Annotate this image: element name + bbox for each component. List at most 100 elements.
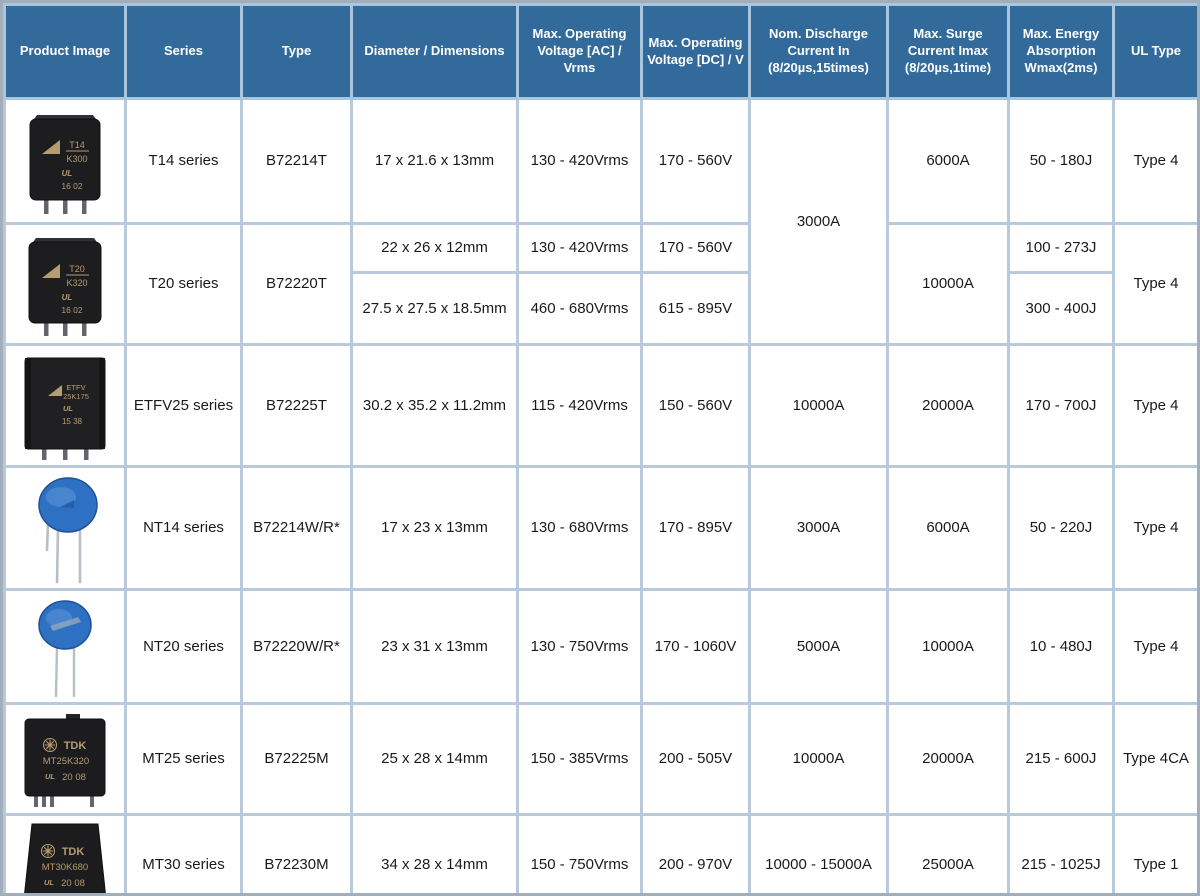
cell-nt20-ul: Type 4 — [1112, 588, 1197, 705]
mt25-product-image: TDK MT25K320 UL 20 08 — [10, 707, 120, 811]
cell-mt25-discharge: 10000A — [748, 702, 889, 816]
row-mt30: TDK MT30K680 UL 20 08 MT30 series B72230… — [3, 813, 1197, 893]
svg-text:MT25K320: MT25K320 — [43, 756, 89, 767]
cell-etfv25-voltage-ac: 115 - 420Vrms — [516, 343, 643, 468]
cell-nt14-image — [3, 465, 127, 591]
cell-t20-type: B72220T — [240, 222, 353, 346]
cell-t20-ul: Type 4 — [1112, 222, 1197, 346]
cell-mt30-voltage-ac: 150 - 750Vrms — [516, 813, 643, 893]
cell-t14-ul: Type 4 — [1112, 97, 1197, 225]
cell-nt20-voltage-ac: 130 - 750Vrms — [516, 588, 643, 705]
svg-text:K300: K300 — [66, 154, 87, 164]
cell-t14-t20-discharge: 3000A — [748, 97, 889, 346]
cell-t14-voltage-dc: 170 - 560V — [640, 97, 751, 225]
cell-nt20-type: B72220W/R* — [240, 588, 353, 705]
cell-nt20-surge: 10000A — [886, 588, 1010, 705]
boxed-varistor-image: T14 K300 UL 16 02 — [29, 115, 101, 214]
svg-text:TDK: TDK — [64, 740, 87, 752]
cell-mt25-dimensions: 25 x 28 x 14mm — [350, 702, 519, 816]
cell-nt20-dimensions: 23 x 31 x 13mm — [350, 588, 519, 705]
epcos-triangle-icon — [48, 385, 62, 396]
ul-mark-icon: UL — [62, 293, 73, 302]
nt14-product-image — [10, 470, 120, 586]
row-mt25: TDK MT25K320 UL 20 08 MT25 series B72225… — [3, 702, 1197, 816]
svg-text:16 02: 16 02 — [61, 305, 83, 315]
tdk-logo-icon — [42, 737, 58, 753]
cell-mt30-surge: 25000A — [886, 813, 1010, 893]
boxed-varistor-image: T20 K320 UL 16 02 — [28, 238, 102, 336]
cell-mt30-image: TDK MT30K680 UL 20 08 — [3, 813, 127, 893]
cell-mt30-dimensions: 34 x 28 x 14mm — [350, 813, 519, 893]
cell-t20v2-dimensions: 27.5 x 27.5 x 18.5mm — [350, 270, 519, 347]
cell-mt25-energy: 215 - 600J — [1007, 702, 1115, 816]
svg-text:T14: T14 — [69, 140, 85, 150]
col-header-series: Series — [124, 3, 243, 100]
row-t20-variant2: 27.5 x 27.5 x 18.5mm 460 - 680Vrms 615 -… — [5, 270, 1198, 347]
svg-text:20 08: 20 08 — [61, 878, 85, 889]
cell-mt25-voltage-dc: 200 - 505V — [640, 702, 751, 816]
cell-etfv25-energy: 170 - 700J — [1007, 343, 1115, 468]
cell-t20v2-voltage-dc: 615 - 895V — [640, 270, 751, 347]
cell-nt14-discharge: 3000A — [748, 465, 889, 591]
cell-t14-series: T14 series — [124, 97, 243, 225]
cell-mt30-energy: 215 - 1025J — [1007, 813, 1115, 893]
cell-mt30-discharge: 10000 - 15000A — [748, 813, 889, 893]
cell-mt30-series: MT30 series — [124, 813, 243, 893]
row-etfv25: ETFV 25K175 UL 15 38 ETFV25 series B7222… — [3, 343, 1197, 468]
boxed-varistor-image: TDK MT30K680 UL 20 08 — [24, 823, 106, 893]
cell-mt25-type: B72225M — [240, 702, 353, 816]
col-header-type: Type — [240, 3, 353, 100]
cell-t20-image: T20 K320 UL 16 02 — [3, 222, 127, 346]
mt30-product-image: TDK MT30K680 UL 20 08 — [10, 818, 120, 893]
cell-nt14-type: B72214W/R* — [240, 465, 353, 591]
cell-nt14-dimensions: 17 x 23 x 13mm — [350, 465, 519, 591]
svg-text:16 02: 16 02 — [61, 181, 83, 191]
cell-t14-image: T14 K300 UL 16 02 — [3, 97, 127, 225]
cell-etfv25-series: ETFV25 series — [124, 343, 243, 468]
col-header-voltage-dc: Max. Operating Voltage [DC] / V — [640, 3, 751, 100]
row-nt14: NT14 series B72214W/R* 17 x 23 x 13mm 13… — [3, 465, 1197, 591]
cell-etfv25-voltage-dc: 150 - 560V — [640, 343, 751, 468]
cell-mt25-ul: Type 4CA — [1112, 702, 1197, 816]
col-header-energy-absorption: Max. Energy Absorption Wmax(2ms) — [1007, 3, 1115, 100]
col-header-product-image: Product Image — [3, 3, 127, 100]
disc-varistor-image — [38, 600, 92, 698]
cell-etfv25-ul: Type 4 — [1112, 343, 1197, 468]
cell-etfv25-image: ETFV 25K175 UL 15 38 — [3, 343, 127, 468]
row-t14: T14 K300 UL 16 02 T14 series B72214T 17 … — [3, 97, 1197, 346]
svg-text:15 38: 15 38 — [62, 417, 83, 426]
tdk-logo-icon — [40, 843, 56, 859]
cell-nt14-energy: 50 - 220J — [1007, 465, 1115, 591]
col-header-surge-current: Max. Surge Current Imax (8/20µs,1time) — [886, 3, 1010, 100]
cell-nt14-series: NT14 series — [124, 465, 243, 591]
svg-text:TDK: TDK — [62, 846, 85, 858]
disc-varistor-image — [38, 477, 98, 584]
cell-mt25-image: TDK MT25K320 UL 20 08 — [3, 702, 127, 816]
cell-t20v1-voltage-ac: 130 - 420Vrms — [516, 222, 643, 274]
cell-nt14-voltage-dc: 170 - 895V — [640, 465, 751, 591]
cell-t20-series: T20 series — [124, 222, 243, 346]
nt20-product-image — [10, 593, 120, 700]
cell-nt14-surge: 6000A — [886, 465, 1010, 591]
col-header-ul-type: UL Type — [1112, 3, 1197, 100]
ul-mark-icon: UL — [62, 169, 73, 178]
cell-nt20-energy: 10 - 480J — [1007, 588, 1115, 705]
svg-text:T20: T20 — [69, 264, 85, 274]
cell-etfv25-dimensions: 30.2 x 35.2 x 11.2mm — [350, 343, 519, 468]
cell-nt14-ul: Type 4 — [1112, 465, 1197, 591]
svg-text:ETFV: ETFV — [66, 383, 85, 392]
cell-nt14-voltage-ac: 130 - 680Vrms — [516, 465, 643, 591]
varistor-product-table: Product Image Series Type Diameter / Dim… — [3, 3, 1198, 893]
cell-t14-energy: 50 - 180J — [1007, 97, 1115, 225]
epcos-triangle-icon — [42, 140, 60, 154]
cell-t14-type: B72214T — [240, 97, 353, 225]
cell-t20-surge: 10000A — [886, 222, 1010, 346]
cell-t14-dimensions: 17 x 21.6 x 13mm — [350, 97, 519, 225]
ul-mark-icon: UL — [63, 404, 73, 413]
cell-t20v1-dimensions: 22 x 26 x 12mm — [350, 222, 519, 274]
cell-mt25-series: MT25 series — [124, 702, 243, 816]
row-nt20: NT20 series B72220W/R* 23 x 31 x 13mm 13… — [3, 588, 1197, 705]
ul-mark-icon: UL — [44, 878, 54, 887]
cell-nt20-series: NT20 series — [124, 588, 243, 705]
